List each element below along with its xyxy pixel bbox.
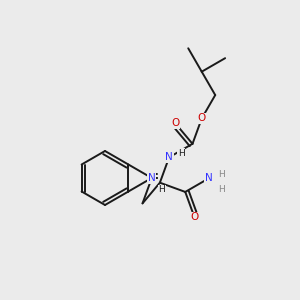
Text: O: O [190, 212, 199, 222]
Text: O: O [171, 118, 179, 128]
Text: O: O [198, 113, 206, 123]
Text: H: H [218, 185, 225, 194]
Text: H: H [158, 185, 165, 194]
Text: H: H [218, 170, 225, 179]
Text: N: N [165, 152, 173, 162]
Text: N: N [148, 173, 156, 183]
Text: H: H [178, 149, 184, 158]
Text: N: N [205, 173, 212, 183]
